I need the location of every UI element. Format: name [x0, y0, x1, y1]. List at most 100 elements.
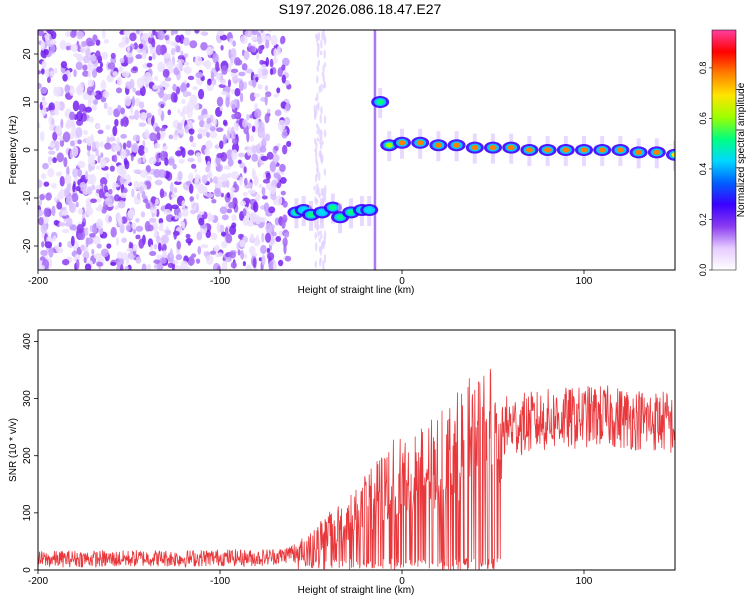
heatmap-noise-speckle — [154, 126, 161, 133]
heatmap-noise-speckle — [168, 134, 174, 140]
heatmap-noise-speckle — [55, 171, 63, 177]
heatmap-noise-speckle — [93, 253, 102, 260]
heatmap-noise-speckle — [56, 247, 64, 254]
heatmap-ridge-point — [538, 136, 557, 166]
heatmap-noise-speckle — [164, 77, 172, 82]
heatmap-y-tick-label: -10 — [22, 190, 33, 205]
heatmap-noise-speckle — [221, 65, 228, 75]
heatmap-ridge-point — [447, 131, 466, 162]
heatmap-noise-speckle — [233, 181, 238, 189]
heatmap-noise-speckle — [95, 218, 104, 230]
heatmap-noise-speckle — [177, 170, 183, 181]
heatmap-noise-speckle — [314, 197, 318, 206]
heatmap-noise-speckle — [172, 83, 177, 92]
heatmap-noise-speckle — [38, 122, 41, 129]
snr-line — [38, 368, 675, 570]
heatmap-noise-speckle — [189, 135, 194, 143]
heatmap-x-tick-label: -200 — [28, 276, 48, 287]
heatmap-noise-speckle — [58, 222, 66, 227]
heatmap-noise-speckle — [259, 59, 265, 65]
heatmap-noise-speckle — [164, 34, 170, 41]
heatmap-noise-speckle — [84, 170, 89, 180]
heatmap-noise-speckle — [174, 214, 178, 220]
heatmap-noise-speckle — [141, 112, 147, 122]
heatmap-noise-speckle — [270, 231, 277, 237]
heatmap-noise-speckle — [121, 237, 127, 243]
heatmap-noise-speckle — [161, 234, 169, 245]
heatmap-noise-speckle — [180, 260, 189, 269]
snr-series-line — [38, 368, 675, 570]
heatmap-noise-speckle — [86, 206, 94, 216]
heatmap-noise-speckle — [257, 121, 265, 132]
heatmap-ridge-point — [371, 88, 390, 118]
heatmap-noise-speckle — [248, 45, 256, 53]
heatmap-noise-speckle — [116, 264, 122, 270]
heatmap-noise-speckle — [131, 142, 139, 153]
heatmap-noise-speckle — [56, 201, 63, 210]
heatmap-noise-speckle — [39, 193, 45, 201]
heatmap-noise-speckle — [264, 133, 271, 142]
heatmap-noise-speckle — [322, 266, 325, 270]
heatmap-noise-speckle — [265, 222, 273, 234]
heatmap-noise-speckle — [91, 248, 95, 255]
heatmap-noise-speckle — [92, 99, 99, 106]
heatmap-noise-speckle — [195, 71, 204, 79]
heatmap-noise-speckle — [100, 248, 109, 258]
heatmap-noise-speckle — [257, 45, 263, 55]
heatmap-noise-speckle — [75, 127, 83, 138]
heatmap-noise-speckle — [182, 208, 189, 217]
heatmap-noise-speckle — [257, 83, 263, 90]
heatmap-noise-speckle — [272, 261, 278, 270]
heatmap-noise-speckle — [91, 91, 97, 96]
heatmap-noise-speckle — [242, 191, 248, 197]
heatmap-noise-speckle — [72, 100, 80, 112]
heatmap-noise-speckle — [107, 106, 113, 116]
heatmap-noise-speckle — [181, 98, 186, 105]
heatmap-noise-speckle — [55, 86, 62, 96]
colorbar-label: Normalized spectral amplitude — [736, 82, 747, 217]
heatmap-noise-speckle — [173, 30, 179, 35]
heatmap-noise-speckle — [151, 212, 155, 218]
heatmap-noise-speckle — [85, 48, 91, 58]
heatmap-noise-speckle — [99, 62, 104, 68]
heatmap-noise-speckle — [184, 30, 191, 36]
heatmap-noise-speckle — [48, 150, 56, 155]
heatmap-noise-speckle — [121, 71, 130, 78]
heatmap-noise-speckle — [245, 68, 254, 74]
heatmap-noise-speckle — [318, 150, 322, 158]
heatmap-noise-speckle — [321, 260, 325, 269]
heatmap-noise-speckle — [116, 164, 125, 176]
heatmap-ridge-point — [629, 138, 648, 169]
heatmap-noise-speckle — [280, 190, 286, 196]
heatmap-noise-speckle — [87, 79, 95, 87]
heatmap-noise-speckle — [258, 216, 267, 223]
heatmap-noise-speckle — [177, 109, 181, 114]
heatmap-noise-speckle — [75, 185, 81, 192]
heatmap-noise-speckle — [220, 91, 229, 96]
heatmap-noise-speckle — [320, 38, 323, 49]
heatmap-noise-speckle — [315, 189, 318, 195]
heatmap-noise-speckle — [76, 139, 82, 145]
heatmap-noise-speckle — [249, 114, 254, 119]
heatmap-noise-speckle — [118, 65, 124, 73]
heatmap-noise-speckle — [214, 190, 222, 197]
heatmap-noise-speckle — [126, 140, 132, 149]
heatmap-noise-speckle — [96, 66, 103, 73]
heatmap-noise-speckle — [187, 157, 195, 163]
heatmap-noise-speckle — [165, 61, 174, 69]
heatmap-noise-speckle — [315, 33, 318, 39]
heatmap-noise-speckle — [279, 177, 287, 184]
heatmap-noise-speckle — [264, 113, 270, 124]
heatmap-noise-speckle — [81, 221, 86, 228]
heatmap-noise-speckle — [246, 114, 250, 121]
heatmap-noise-speckle — [76, 111, 84, 122]
heatmap-noise-speckle — [40, 86, 48, 94]
heatmap-noise-speckle — [212, 118, 217, 126]
heatmap-noise-speckle — [206, 160, 211, 172]
heatmap-noise-speckle — [69, 224, 77, 231]
heatmap-noise-speckle — [126, 225, 132, 232]
heatmap-noise-speckle — [323, 168, 327, 176]
heatmap-noise-speckle — [323, 115, 327, 124]
heatmap-noise-speckle — [132, 243, 138, 252]
heatmap-noise-speckle — [113, 154, 118, 163]
